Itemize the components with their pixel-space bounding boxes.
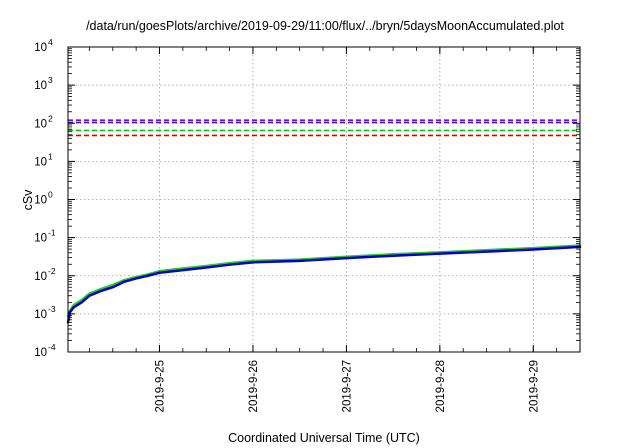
y-tick-label: 10 (34, 156, 47, 168)
x-tick-label: 2019-9-29 (528, 360, 540, 412)
y-tick-label: 10 (34, 195, 47, 207)
y-tick-label: 10 (34, 42, 47, 54)
x-axis-label: Coordinated Universal Time (UTC) (228, 431, 420, 445)
x-tick-label: 2019-9-25 (154, 360, 166, 412)
y-tick-exponent: -4 (48, 342, 56, 352)
y-tick-exponent: 3 (48, 75, 53, 85)
y-axis-label: cSv (21, 189, 35, 211)
y-tick-exponent: -2 (48, 266, 56, 276)
series-line (66, 244, 582, 318)
series-lines (66, 244, 582, 324)
y-tick-exponent: -3 (48, 304, 56, 314)
y-tick-label: 10 (34, 118, 47, 130)
y-tick-label: 10 (34, 80, 47, 92)
x-axis-ticks: 2019-9-25 2019-9-26 2019-9-27 2019-9-28 2019… (89, 47, 581, 412)
grid (68, 47, 580, 352)
threshold-lines (68, 119, 580, 137)
x-tick-label: 2019-9-26 (248, 360, 260, 412)
x-tick-label: 2019-9-27 (341, 360, 353, 412)
y-tick-exponent: 1 (48, 151, 53, 161)
chart-title: /data/run/goesPlots/archive/2019-09-29/1… (86, 19, 564, 33)
y-tick-exponent: 4 (48, 37, 53, 47)
y-tick-label: 10 (34, 271, 47, 283)
y-tick-exponent: 0 (48, 190, 53, 200)
series-line (66, 245, 582, 324)
y-tick-exponent: 2 (48, 113, 53, 123)
x-tick-label: 2019-9-28 (435, 360, 447, 412)
y-tick-label: 10 (34, 309, 47, 321)
y-tick-exponent: -1 (48, 228, 56, 238)
y-tick-label: 10 (34, 233, 47, 245)
y-tick-label: 10 (34, 347, 47, 359)
